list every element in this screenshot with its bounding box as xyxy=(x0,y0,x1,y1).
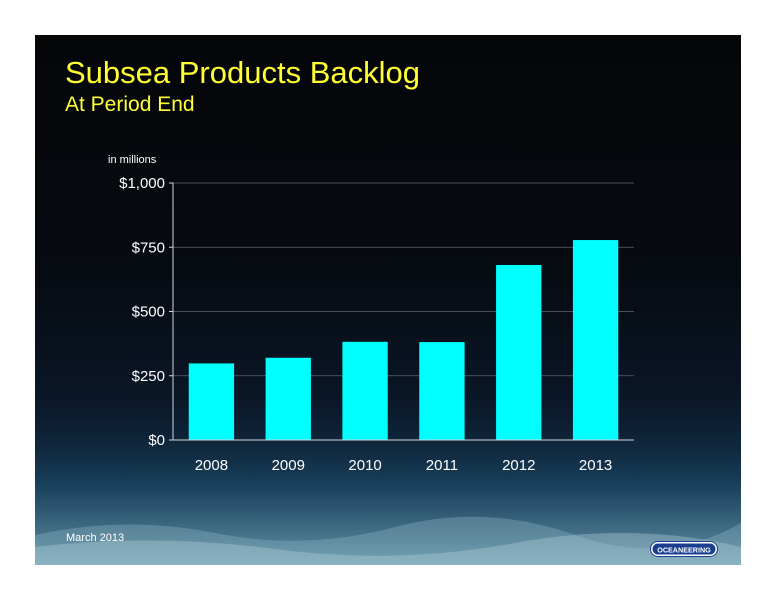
bar-2008 xyxy=(188,363,235,440)
y-tick-label: $750 xyxy=(132,239,165,256)
slide-subtitle: At Period End xyxy=(65,93,195,116)
x-tick-label: 2011 xyxy=(426,457,458,474)
x-tick-label: 2013 xyxy=(579,457,612,474)
oceaneering-logo: OCEANEERING xyxy=(650,541,718,557)
bar-2010 xyxy=(342,341,388,440)
y-tick-label: $0 xyxy=(148,432,165,449)
footer-date: March 2013 xyxy=(66,532,125,544)
x-tick-label: 2010 xyxy=(348,457,381,474)
slide-title: Subsea Products Backlog xyxy=(65,55,420,90)
gridlines xyxy=(173,182,634,377)
y-axis-unit-label: in millions xyxy=(108,154,157,166)
y-tick-label: $500 xyxy=(132,304,165,321)
bar-2013 xyxy=(572,240,619,440)
logo-wordmark: OCEANEERING xyxy=(657,545,711,554)
y-tick-label: $1,000 xyxy=(119,175,165,192)
bar-2011 xyxy=(419,342,465,440)
x-tick-label: 2012 xyxy=(502,457,535,474)
x-tick-label: 2008 xyxy=(195,457,228,474)
bars xyxy=(188,240,619,440)
x-tick-label: 2009 xyxy=(272,457,305,474)
y-tick-label: $250 xyxy=(132,368,165,385)
x-tick-labels: 2008 2009 2010 2011 2012 2013 xyxy=(195,457,613,474)
bar-2012 xyxy=(496,264,542,440)
slide: Subsea Products Backlog At Period End $0… xyxy=(35,35,741,565)
bar-2009 xyxy=(265,357,311,440)
bar-chart: $0 $250 $500 $750 $1,000 2008 2009 2010 2011 201… xyxy=(108,154,634,474)
y-tick-labels: $0 $250 $500 $750 $1,000 xyxy=(119,175,173,449)
